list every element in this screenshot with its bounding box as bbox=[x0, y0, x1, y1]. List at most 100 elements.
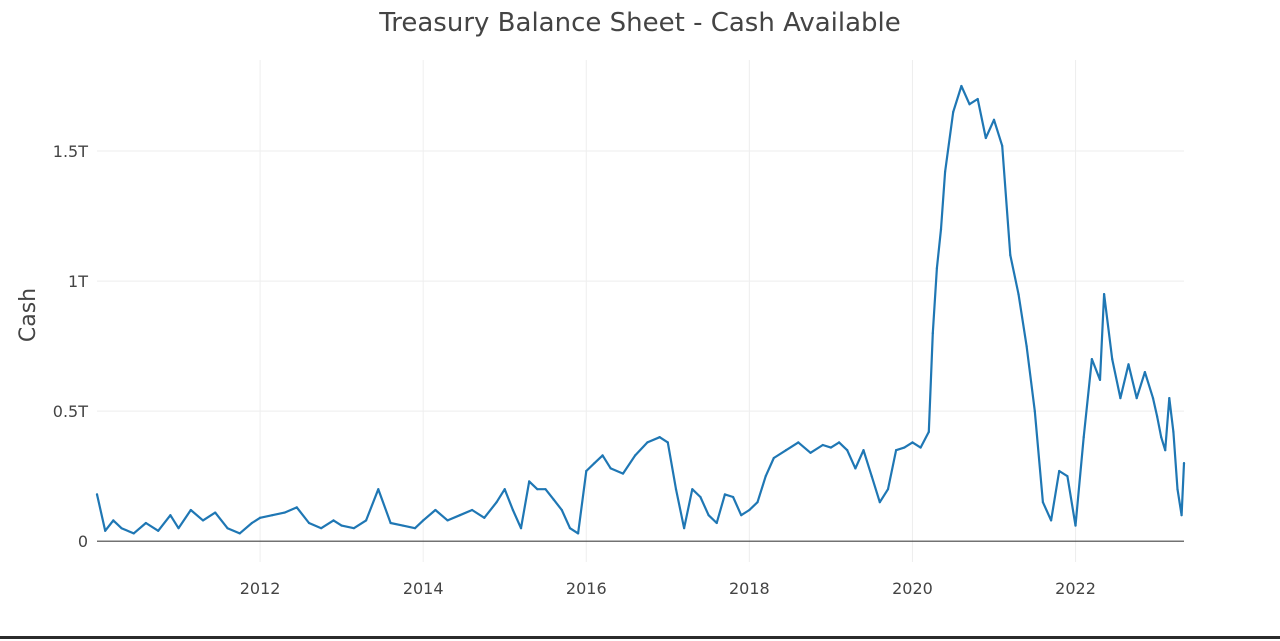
data-point bbox=[674, 488, 678, 491]
x-tick-label: 2020 bbox=[892, 579, 933, 598]
data-point bbox=[1151, 397, 1155, 400]
y-axis-label: Cash bbox=[16, 288, 41, 342]
data-point bbox=[544, 488, 547, 491]
data-point bbox=[413, 527, 417, 530]
data-point bbox=[621, 472, 625, 475]
data-point bbox=[458, 514, 461, 517]
data-point bbox=[935, 266, 939, 270]
series-layer bbox=[95, 84, 1186, 535]
data-point bbox=[919, 446, 922, 449]
data-point bbox=[471, 508, 474, 512]
data-point bbox=[1009, 253, 1012, 257]
y-tick-label: 0.5T bbox=[53, 402, 88, 421]
data-point bbox=[144, 521, 148, 525]
data-point bbox=[846, 449, 849, 452]
data-point bbox=[1135, 397, 1138, 400]
data-point bbox=[683, 527, 686, 530]
data-point bbox=[968, 103, 971, 106]
data-point bbox=[943, 170, 947, 173]
data-point bbox=[837, 441, 841, 444]
data-point bbox=[552, 498, 555, 501]
data-point bbox=[886, 488, 890, 491]
data-point bbox=[707, 514, 710, 517]
data-point bbox=[446, 519, 449, 522]
data-point bbox=[157, 529, 160, 532]
data-point bbox=[1066, 475, 1069, 478]
data-point bbox=[764, 475, 767, 478]
data-point bbox=[1082, 436, 1085, 439]
data-point bbox=[352, 527, 355, 530]
data-point bbox=[1172, 430, 1175, 434]
data-point bbox=[854, 467, 857, 470]
x-tick-label: 2022 bbox=[1055, 579, 1096, 598]
data-point bbox=[1033, 410, 1036, 413]
data-point bbox=[307, 521, 311, 525]
data-point bbox=[601, 454, 604, 457]
data-point bbox=[169, 514, 172, 517]
data-point bbox=[295, 506, 298, 509]
data-point bbox=[1074, 524, 1077, 527]
bottom-rule bbox=[0, 636, 1280, 639]
data-point bbox=[756, 501, 759, 504]
data-point bbox=[95, 493, 99, 496]
data-point bbox=[1176, 488, 1179, 491]
data-point bbox=[377, 488, 380, 491]
data-point bbox=[939, 227, 943, 231]
data-point bbox=[1058, 469, 1061, 473]
data-point bbox=[434, 508, 437, 512]
data-point bbox=[878, 501, 881, 504]
data-point bbox=[283, 511, 286, 514]
data-point bbox=[927, 430, 930, 434]
data-point bbox=[214, 511, 217, 514]
data-point bbox=[809, 451, 812, 454]
data-point bbox=[862, 449, 865, 452]
data-point bbox=[332, 519, 335, 522]
data-point bbox=[784, 449, 788, 452]
data-point bbox=[422, 519, 425, 522]
data-point bbox=[1098, 378, 1102, 382]
data-point bbox=[177, 527, 180, 530]
data-point bbox=[577, 532, 580, 535]
data-point bbox=[1182, 462, 1186, 465]
data-point bbox=[1049, 519, 1053, 522]
data-point bbox=[723, 493, 726, 496]
data-point bbox=[952, 110, 955, 114]
data-point bbox=[740, 514, 743, 517]
data-point bbox=[1001, 144, 1004, 147]
data-point bbox=[104, 529, 107, 532]
data-point bbox=[226, 527, 229, 530]
data-point bbox=[699, 495, 702, 499]
data-point bbox=[201, 519, 205, 522]
data-point bbox=[960, 84, 963, 88]
data-point bbox=[389, 521, 392, 525]
data-point bbox=[715, 521, 718, 525]
data-point bbox=[646, 441, 649, 444]
data-point bbox=[911, 441, 914, 444]
data-point bbox=[503, 488, 506, 491]
data-point bbox=[1017, 292, 1020, 296]
data-point bbox=[1168, 397, 1171, 400]
data-point bbox=[258, 516, 262, 519]
data-point bbox=[609, 467, 612, 470]
data-point bbox=[483, 516, 486, 519]
data-point bbox=[511, 508, 514, 512]
data-point bbox=[536, 488, 539, 491]
data-point bbox=[120, 527, 123, 530]
data-point bbox=[401, 524, 404, 527]
data-point bbox=[1111, 358, 1114, 361]
data-point bbox=[1090, 358, 1093, 361]
data-point bbox=[238, 532, 241, 535]
data-point bbox=[271, 514, 274, 517]
data-point bbox=[870, 475, 873, 478]
y-tick-label: 1T bbox=[68, 272, 88, 291]
data-point bbox=[895, 449, 898, 452]
data-point bbox=[112, 519, 115, 522]
data-point bbox=[528, 480, 531, 483]
data-point bbox=[519, 527, 523, 530]
x-tick-label: 2012 bbox=[240, 579, 281, 598]
data-point bbox=[829, 446, 833, 449]
data-point bbox=[1041, 501, 1045, 504]
data-point bbox=[132, 532, 135, 535]
data-point bbox=[189, 508, 192, 512]
